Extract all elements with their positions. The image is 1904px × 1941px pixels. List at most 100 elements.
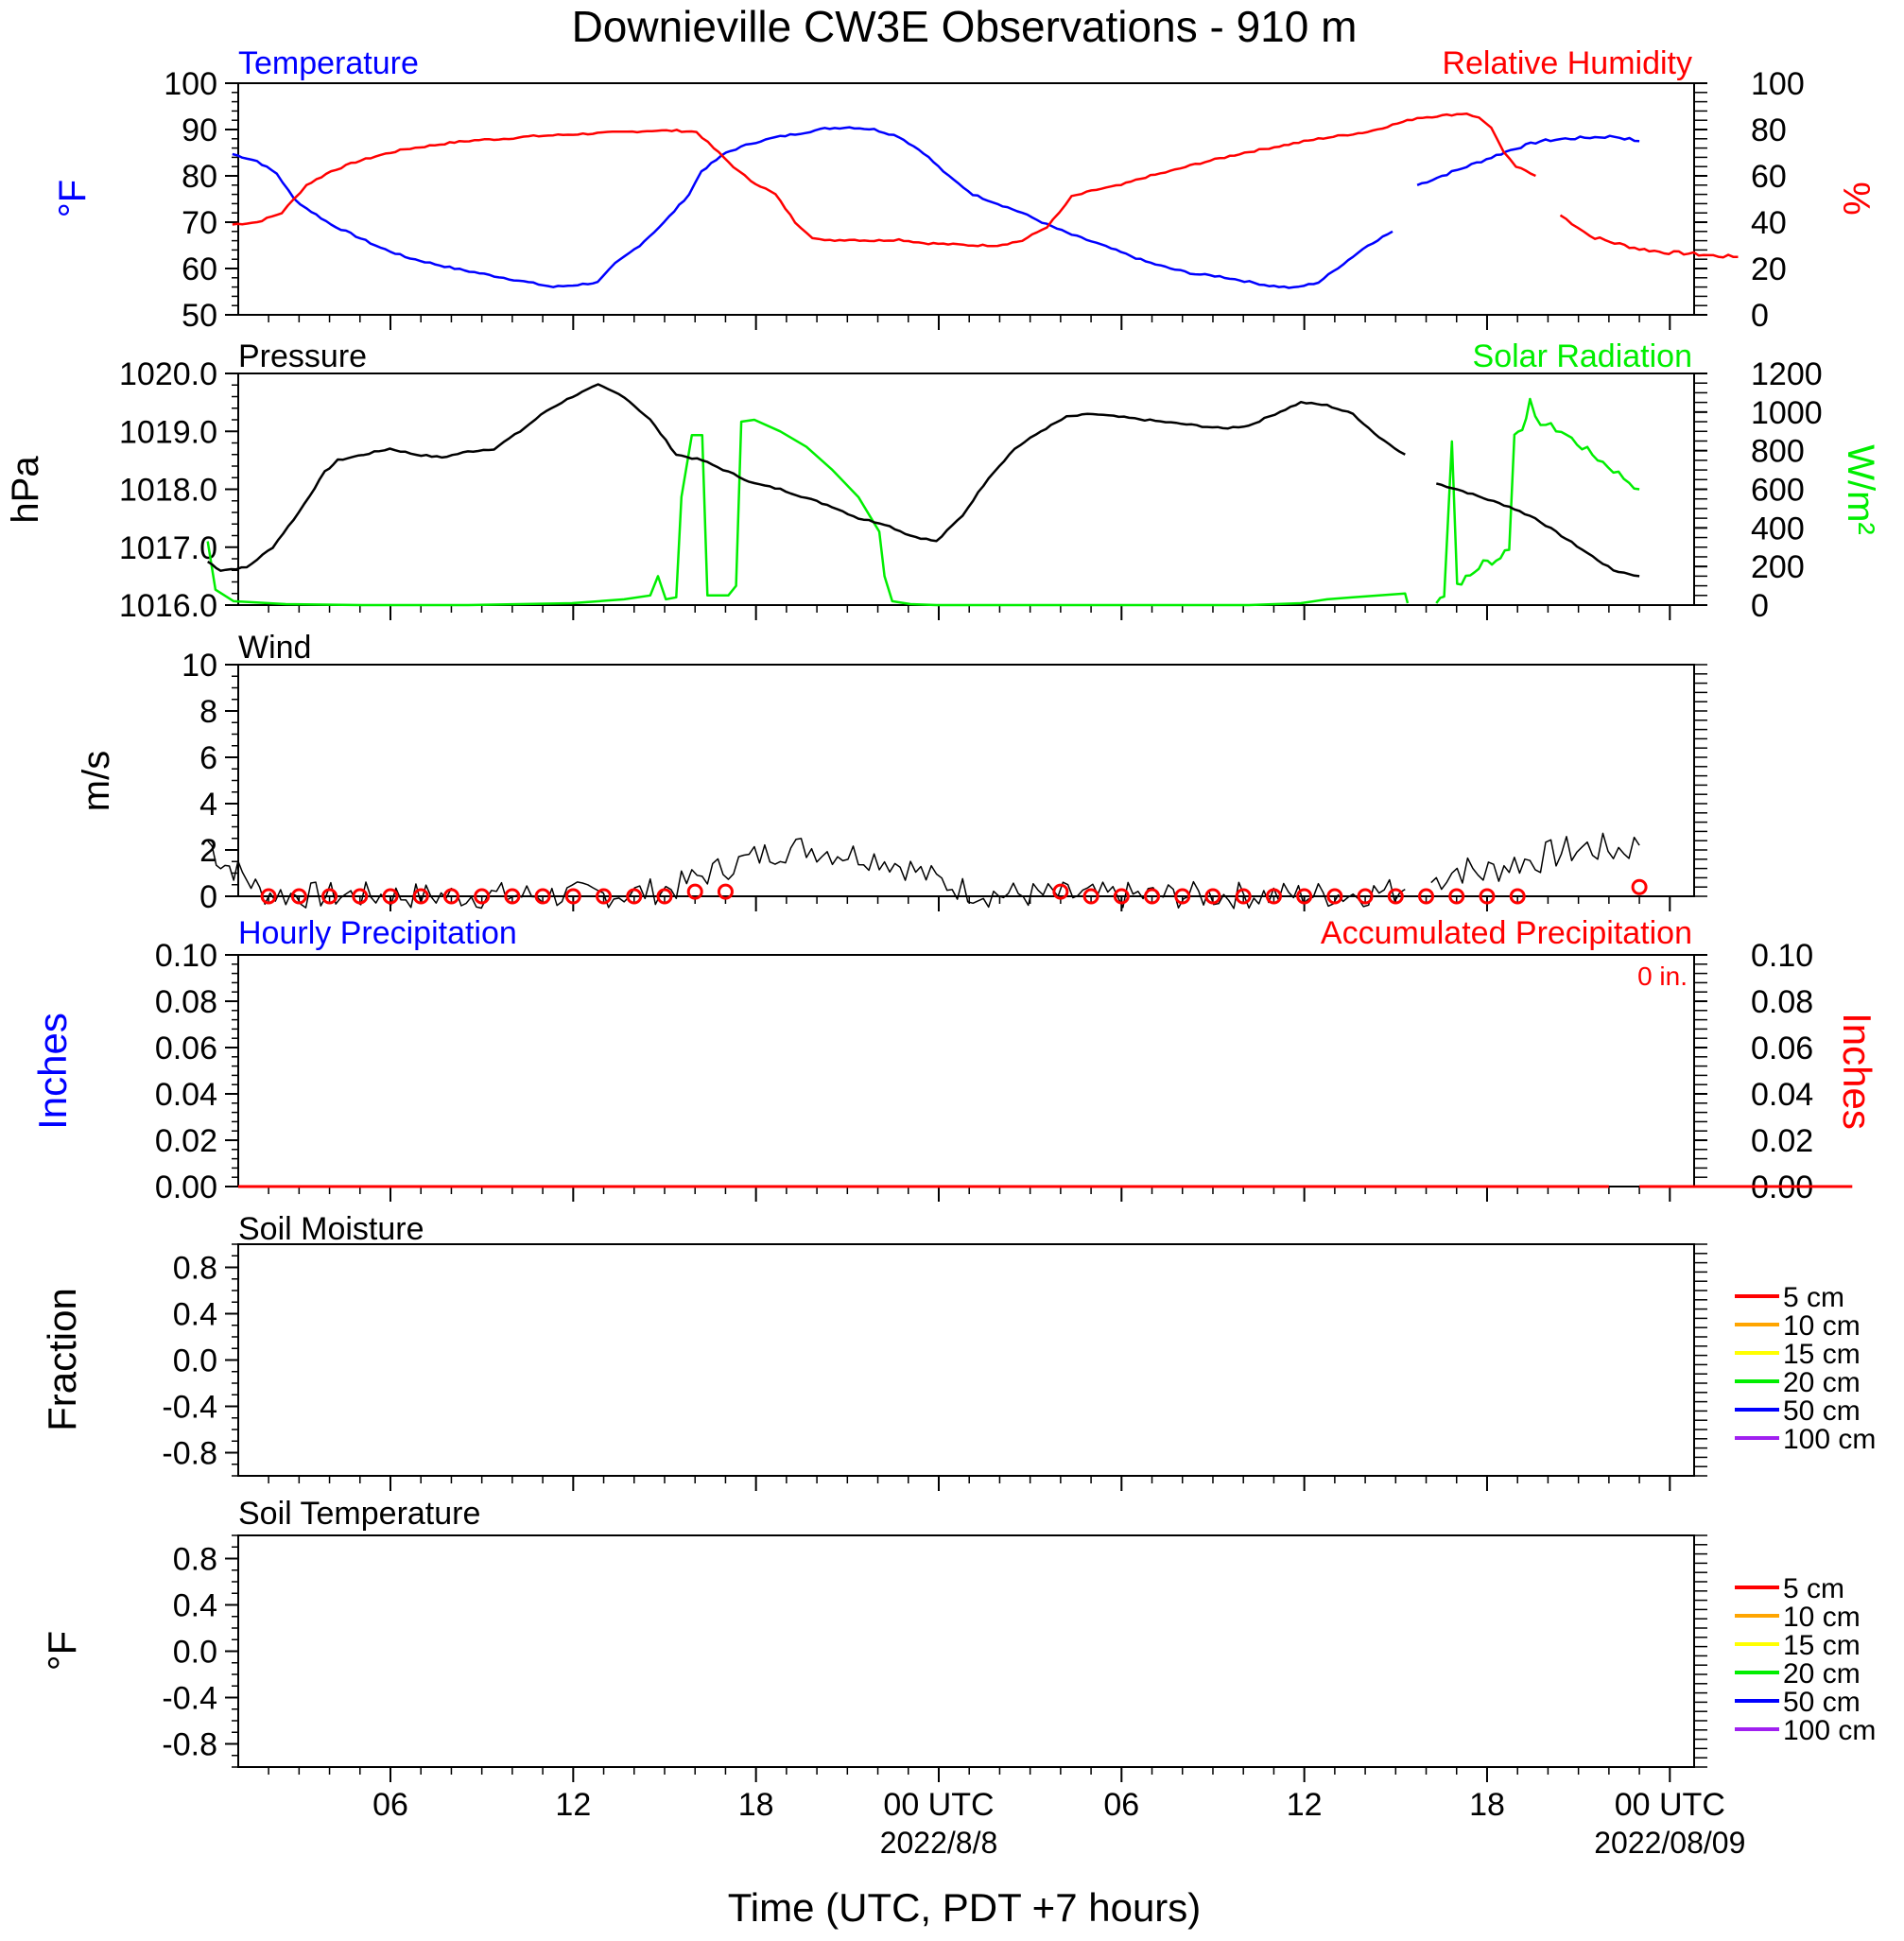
- solar-title: Solar Radiation: [1473, 338, 1692, 374]
- left-tick-label: 0.0: [173, 1635, 217, 1671]
- accum-precip-total: 0 in.: [1637, 962, 1688, 991]
- right-tick-label: 400: [1751, 511, 1805, 546]
- x-date-label: 2022/8/8: [880, 1826, 998, 1860]
- panel-temperature-humidity: Temperature Relative Humidity °F % 100 90…: [52, 45, 1877, 334]
- panel-temperature-humidity-xticks: [268, 315, 1671, 330]
- x-tick-label: 12: [1287, 1787, 1323, 1823]
- legend-label: 10 cm: [1783, 1310, 1861, 1342]
- left-tick-label: 0.0: [173, 1343, 217, 1379]
- calm-wind-marker: [1387, 888, 1404, 905]
- x-tick-label: 18: [738, 1787, 774, 1823]
- x-tick-label: 00 UTC: [883, 1787, 994, 1823]
- solar-series: [206, 397, 1640, 607]
- panel-pressure-solar: Pressure Solar Radiation hPa W/m² 1020.0…: [5, 338, 1881, 624]
- left-tick-label: 70: [182, 205, 217, 241]
- humidity-series: [232, 112, 1739, 259]
- legend-label: 100 cm: [1783, 1715, 1876, 1746]
- calm-wind-marker: [1326, 888, 1343, 905]
- x-tick-label: 06: [372, 1787, 408, 1823]
- left-tick-label: 0.4: [173, 1588, 217, 1624]
- legend-label: 15 cm: [1783, 1339, 1861, 1370]
- right-tick-label: 0.10: [1751, 938, 1813, 974]
- left-tick-label: 8: [199, 694, 217, 730]
- left-tick-label: 0.00: [155, 1170, 217, 1205]
- right-tick-label: 1000: [1751, 395, 1823, 431]
- left-tick-label: 4: [199, 787, 217, 823]
- panel-soil-moisture-frame: [237, 1243, 1695, 1477]
- calm-wind-marker: [1448, 888, 1465, 905]
- right-tick-label: 40: [1751, 205, 1787, 241]
- calm-wind-marker: [321, 888, 338, 905]
- temperature-line: [232, 126, 1393, 289]
- calm-wind-marker: [656, 888, 673, 905]
- calm-wind-marker: [1204, 888, 1221, 905]
- calm-wind-marker: [596, 888, 613, 905]
- wind-ticks: 10 8 6 4 2 0: [182, 648, 238, 915]
- legend-label: 100 cm: [1783, 1424, 1876, 1455]
- calm-wind-marker: [352, 888, 369, 905]
- panel-precipitation-xticks: [268, 1187, 1671, 1202]
- legend-label: 20 cm: [1783, 1658, 1861, 1690]
- left-tick-label: 2: [199, 833, 217, 869]
- left-tick-label: 6: [199, 740, 217, 776]
- x-date-label: 2022/08/09: [1594, 1826, 1745, 1860]
- figure-title: Downieville CW3E Observations - 910 m: [572, 2, 1358, 51]
- soil-temperature-ticks: 0.8 0.4 0.0 -0.4 -0.8: [162, 1534, 238, 1768]
- temperature-series: [232, 126, 1640, 289]
- hourly-precip-title: Hourly Precipitation: [238, 915, 517, 951]
- hourly-precip-ticks: 0.10 0.08 0.06 0.04 0.02 0.00: [155, 938, 238, 1205]
- right-tick-label: 20: [1751, 251, 1787, 287]
- legend-label: 5 cm: [1783, 1282, 1844, 1313]
- soil-moisture-ticks: 0.8 0.4 0.0 -0.4 -0.8: [162, 1243, 238, 1477]
- calm-wind-marker: [412, 888, 429, 905]
- humidity-title: Relative Humidity: [1442, 45, 1692, 81]
- calm-wind-marker: [382, 888, 399, 905]
- calm-markers: [260, 878, 1648, 905]
- left-tick-label: 90: [182, 113, 217, 148]
- pressure-ticks: 1020.0 1019.0 1018.0 1017.0 1016.0: [119, 356, 238, 624]
- calm-wind-marker: [260, 888, 277, 905]
- legend-label: 50 cm: [1783, 1687, 1861, 1718]
- panel-temperature-humidity-frame: [237, 82, 1695, 316]
- left-tick-label: 0: [199, 879, 217, 915]
- right-tick-label: 0.08: [1751, 984, 1813, 1020]
- hourly-precip-unit: Inches: [30, 1013, 75, 1130]
- right-tick-label: 0: [1751, 298, 1769, 334]
- calm-wind-marker: [564, 888, 581, 905]
- accum-precip-title: Accumulated Precipitation: [1321, 915, 1692, 951]
- soil-temperature-right-minor-ticks: [1694, 1534, 1707, 1768]
- x-tick-label: 00 UTC: [1615, 1787, 1725, 1823]
- panel-soil-temperature: Soil Temperature °F 0.8 0.4 0.0 -0.4 -0.8 5 …: [40, 1496, 1876, 1860]
- panel-wind: Wind m/s 10 8 6 4 2 0: [76, 630, 1707, 915]
- legend-label: 10 cm: [1783, 1602, 1861, 1633]
- right-tick-label: 0.02: [1751, 1123, 1813, 1159]
- x-tick-label: 12: [555, 1787, 591, 1823]
- accum-precip-unit: Inches: [1835, 1013, 1879, 1130]
- calm-wind-marker: [1144, 888, 1161, 905]
- left-tick-label: 10: [182, 648, 217, 684]
- calm-wind-marker: [1296, 888, 1313, 905]
- calm-wind-marker: [1174, 888, 1191, 905]
- temperature-ticks: 100 90 80 70 60 50: [164, 66, 238, 334]
- calm-wind-marker: [290, 888, 307, 905]
- pressure-series: [207, 383, 1640, 578]
- panel-precipitation-frame: [237, 954, 1695, 1187]
- pressure-unit: hPa: [5, 456, 46, 524]
- humidity-line-after-gap: [1559, 214, 1739, 259]
- left-tick-label: 0.04: [155, 1077, 217, 1113]
- humidity-ticks: 100 80 60 40 20 0: [1694, 66, 1805, 334]
- left-tick-label: -0.8: [162, 1727, 217, 1763]
- soil-moisture-right-minor-ticks: [1694, 1243, 1707, 1477]
- pressure-line: [207, 383, 1406, 572]
- wind-unit: m/s: [76, 751, 117, 811]
- temperature-line-after-gap: [1416, 134, 1640, 186]
- x-tick-label: 06: [1103, 1787, 1139, 1823]
- right-tick-label: 0: [1751, 588, 1769, 624]
- wind-right-minor-ticks: [1694, 664, 1707, 897]
- panel-soil-temperature-xticks: [268, 1767, 1671, 1782]
